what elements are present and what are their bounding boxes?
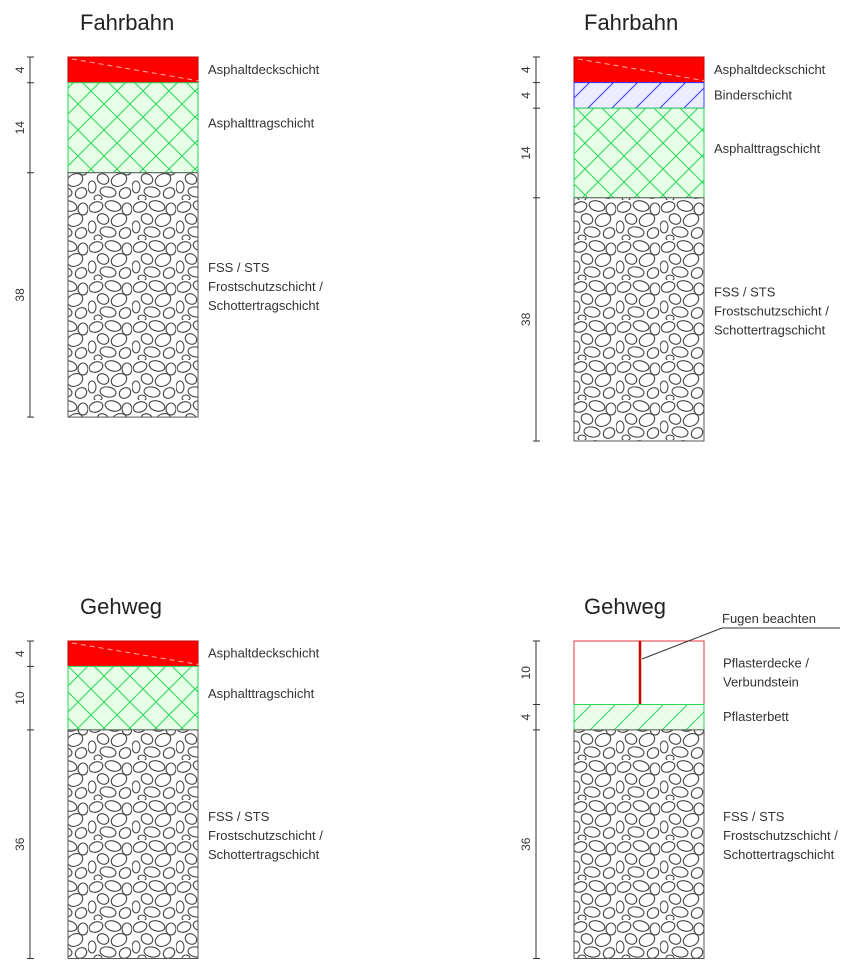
layer-rect — [67, 172, 199, 418]
layer-label: Schottertragschicht — [208, 847, 320, 862]
layer-label: Asphaltdeckschicht — [208, 62, 320, 77]
layer-rect — [67, 729, 199, 960]
layer-label: Asphalttragschicht — [208, 116, 315, 131]
panel-2: Fahrbahn 4 Asphaltdeckschicht 4 Binderschich… — [519, 10, 829, 442]
layer-label: FSS / STS — [723, 809, 785, 824]
layer-thickness: 36 — [519, 837, 533, 851]
layer-gravel — [67, 729, 199, 960]
layer-rect — [67, 640, 199, 667]
layer-label: FSS / STS — [714, 284, 776, 299]
note-leader-line — [641, 627, 723, 660]
layer-tragschicht — [67, 82, 199, 174]
layer-thickness: 38 — [519, 312, 533, 326]
layer-thickness: 14 — [519, 146, 533, 160]
layer-thickness: 38 — [13, 288, 27, 302]
layer-label: Frostschutzschicht / — [714, 303, 829, 318]
layer-tragschicht — [67, 665, 199, 731]
panel-4: Gehweg 10 Pflasterdecke / Verbundstein 4 Pfla… — [519, 594, 840, 960]
deck-dash-line — [71, 642, 199, 665]
layer-label: Schottertragschicht — [208, 298, 320, 313]
deck-dash-line — [71, 58, 199, 82]
layer-label: Pflasterbett — [723, 709, 789, 724]
panel-title: Gehweg — [80, 594, 162, 619]
layer-label: Asphaltdeckschicht — [714, 62, 826, 77]
layer-asphaltdeck — [67, 56, 199, 84]
layer-thickness: 4 — [13, 650, 27, 657]
joint-note: Fugen beachten — [722, 611, 816, 626]
layer-rect — [67, 56, 199, 84]
layer-thickness: 4 — [519, 66, 533, 73]
layer-label: Frostschutzschicht / — [723, 828, 838, 843]
layer-thickness: 10 — [13, 691, 27, 705]
layer-thickness: 36 — [13, 837, 27, 851]
layer-pflaster — [573, 640, 705, 705]
layer-gravel — [573, 197, 705, 442]
layer-thickness: 4 — [519, 92, 533, 99]
layer-rect — [573, 56, 705, 84]
layer-label: FSS / STS — [208, 260, 270, 275]
layer-rect — [573, 107, 705, 199]
panel-1: Fahrbahn 4 Asphaltdeckschicht 14 Asphalttrag… — [13, 10, 323, 418]
layer-thickness: 14 — [13, 121, 27, 135]
layer-rect — [573, 197, 705, 442]
layer-gravel — [67, 172, 199, 418]
layer-thickness: 4 — [519, 714, 533, 721]
layer-label: Asphalttragschicht — [714, 141, 821, 156]
layer-rect — [573, 82, 705, 109]
layer-asphaltdeck — [67, 640, 199, 667]
layer-thickness: 10 — [519, 666, 533, 680]
layer-label: Asphaltdeckschicht — [208, 646, 320, 661]
panel-title: Gehweg — [584, 594, 666, 619]
panel-title: Fahrbahn — [584, 10, 678, 35]
layer-label: Verbundstein — [723, 674, 799, 689]
layer-rect — [573, 729, 705, 960]
layer-label: Schottertragschicht — [723, 847, 835, 862]
layer-label: Binderschicht — [714, 87, 792, 102]
layer-rect — [67, 665, 199, 731]
layer-label: Frostschutzschicht / — [208, 279, 323, 294]
panel-3: Gehweg 4 Asphaltdeckschicht 10 Asphalttragsc… — [13, 594, 323, 960]
layer-asphaltdeck — [573, 56, 705, 84]
layer-label: Pflasterdecke / — [723, 655, 809, 670]
layer-label: Asphalttragschicht — [208, 686, 315, 701]
layer-gravel — [573, 729, 705, 960]
layer-rect — [67, 82, 199, 174]
layer-pflasterbett — [573, 704, 705, 731]
layer-binder — [573, 82, 705, 109]
panel-title: Fahrbahn — [80, 10, 174, 35]
layer-label: Schottertragschicht — [714, 322, 826, 337]
layer-label: FSS / STS — [208, 809, 270, 824]
layer-tragschicht — [573, 107, 705, 199]
deck-dash-line — [577, 58, 705, 82]
layer-thickness: 4 — [13, 66, 27, 73]
layer-rect — [573, 704, 705, 731]
layer-label: Frostschutzschicht / — [208, 828, 323, 843]
